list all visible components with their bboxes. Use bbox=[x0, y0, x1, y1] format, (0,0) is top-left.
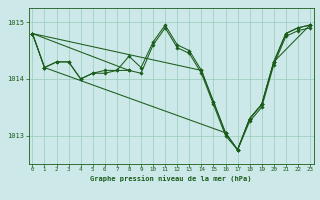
X-axis label: Graphe pression niveau de la mer (hPa): Graphe pression niveau de la mer (hPa) bbox=[91, 175, 252, 182]
